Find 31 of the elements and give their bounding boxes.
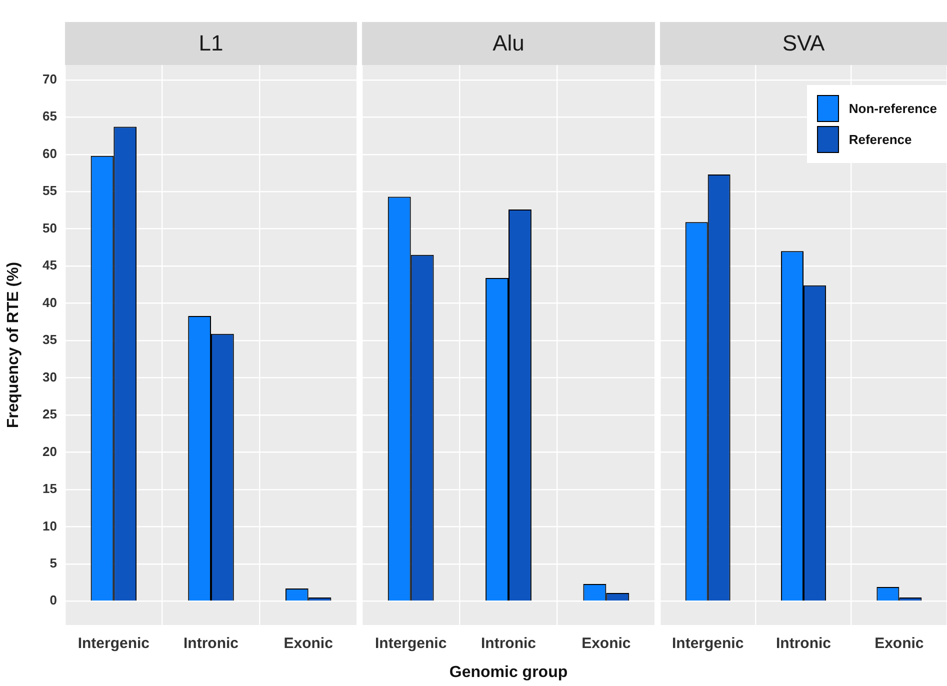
y-tick-label: 5 bbox=[50, 556, 57, 571]
chart-title: L1 bbox=[198, 30, 224, 56]
x-tick-label: Exonic bbox=[874, 635, 924, 652]
y-tick-label: 30 bbox=[42, 369, 57, 384]
x-tick-label: Exonic bbox=[582, 635, 631, 652]
y-tick-label: 55 bbox=[42, 183, 57, 198]
x-tick-label: Exonic bbox=[284, 635, 333, 652]
x-tick-label: Intronic bbox=[184, 635, 238, 652]
x-tick-label: Intergenic bbox=[374, 635, 447, 652]
x-tick-label: Intergenic bbox=[672, 635, 744, 652]
y-tick-label: 60 bbox=[42, 146, 57, 161]
y-tick-label: 0 bbox=[50, 592, 57, 608]
y-tick-label: 70 bbox=[42, 71, 57, 86]
x-tick-label: Intergenic bbox=[78, 635, 150, 652]
chart-title: Alu bbox=[492, 30, 524, 56]
y-tick-label: 45 bbox=[42, 258, 57, 273]
y-tick-label: 20 bbox=[42, 444, 57, 459]
y-tick-label: 65 bbox=[42, 108, 57, 124]
legend-label: Reference bbox=[848, 132, 912, 147]
legend-label: Non-reference bbox=[848, 101, 937, 116]
y-tick-label: 15 bbox=[42, 481, 57, 496]
y-tick-label: 50 bbox=[42, 220, 57, 236]
x-tick-label: Intronic bbox=[481, 635, 536, 652]
y-tick-label: 40 bbox=[42, 294, 57, 310]
y-tick-label: 25 bbox=[42, 406, 57, 422]
y-axis-title: Frequency of RTE (%) bbox=[5, 262, 22, 428]
y-tick-label: 10 bbox=[42, 518, 57, 534]
y-tick-label: 35 bbox=[42, 332, 57, 348]
x-tick-label: Intronic bbox=[776, 635, 831, 652]
chart-title: SVA bbox=[782, 30, 826, 56]
x-axis-title: Genomic group bbox=[449, 664, 568, 681]
